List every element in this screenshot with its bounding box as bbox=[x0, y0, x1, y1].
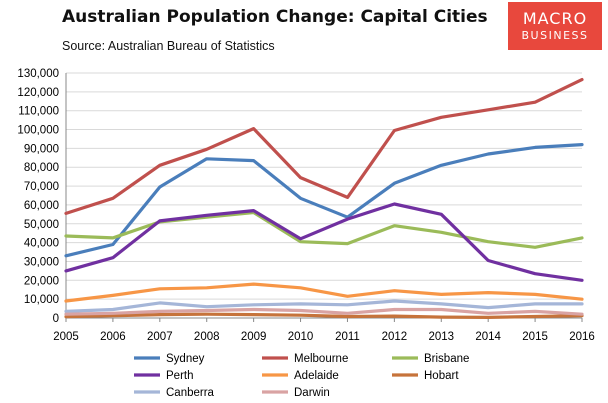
y-tick-label: 120,000 bbox=[17, 87, 59, 99]
chart-source: Source: Australian Bureau of Statistics bbox=[62, 39, 275, 53]
x-tick-label: 2016 bbox=[569, 331, 595, 343]
y-axis-labels: 0 10,000 20,000 30,000 40,000 50,000 60,000 70,… bbox=[17, 68, 59, 325]
y-tick-label: 30,000 bbox=[24, 256, 59, 268]
legend: Sydney Melbourne Brisbane Perth Adelaide Hoba… bbox=[134, 353, 469, 399]
legend-label-hobart: Hobart bbox=[424, 370, 459, 382]
x-tick-label: 2013 bbox=[428, 331, 454, 343]
y-tick-label: 50,000 bbox=[24, 219, 59, 231]
y-tick-label: 10,000 bbox=[24, 294, 59, 306]
series-line-sydney bbox=[64, 143, 584, 258]
legend-label-perth: Perth bbox=[166, 370, 194, 382]
y-tick-label: 90,000 bbox=[24, 143, 59, 155]
x-tick-label: 2008 bbox=[194, 331, 220, 343]
series-line-brisbane bbox=[64, 210, 584, 249]
series-line-perth bbox=[64, 202, 584, 282]
legend-label-melbourne: Melbourne bbox=[294, 353, 348, 365]
legend-label-sydney: Sydney bbox=[166, 353, 205, 365]
x-tick-label: 2015 bbox=[522, 331, 548, 343]
y-tick-label: 60,000 bbox=[24, 200, 59, 212]
y-tick-label: 0 bbox=[53, 313, 59, 325]
legend-label-canberra: Canberra bbox=[166, 387, 215, 399]
chart-title: Australian Population Change: Capital Ci… bbox=[62, 7, 488, 27]
x-tick-label: 2006 bbox=[100, 331, 126, 343]
y-tick-label: 70,000 bbox=[24, 181, 59, 193]
x-tick-label: 2007 bbox=[147, 331, 173, 343]
logo-line-1: MACRO bbox=[522, 9, 588, 28]
y-tick-label: 100,000 bbox=[17, 125, 59, 137]
legend-label-brisbane: Brisbane bbox=[424, 353, 469, 365]
x-tick-label: 2011 bbox=[335, 331, 360, 343]
x-tick-label: 2014 bbox=[475, 331, 501, 343]
x-tick-label: 2012 bbox=[382, 331, 408, 343]
series-lines bbox=[64, 77, 584, 319]
x-axis-labels: 2005 2006 2007 2008 2009 2010 2011 2012 2013 2014… bbox=[53, 331, 595, 343]
legend-label-darwin: Darwin bbox=[294, 387, 330, 399]
x-tick-label: 2005 bbox=[53, 331, 79, 343]
legend-label-adelaide: Adelaide bbox=[294, 370, 339, 382]
series-line-darwin bbox=[64, 307, 584, 316]
x-tick-label: 2009 bbox=[241, 331, 267, 343]
y-tick-label: 20,000 bbox=[24, 275, 59, 287]
x-tick-label: 2010 bbox=[288, 331, 314, 343]
series-line-melbourne bbox=[64, 77, 584, 215]
logo-line-2: BUSINESS bbox=[521, 29, 589, 42]
series-line-hobart bbox=[64, 312, 584, 319]
series-line-canberra bbox=[64, 299, 584, 313]
y-tick-label: 130,000 bbox=[17, 68, 59, 80]
y-tick-label: 80,000 bbox=[24, 162, 59, 174]
y-tick-label: 110,000 bbox=[18, 106, 59, 118]
macro-business-logo: MACRO BUSINESS bbox=[508, 2, 602, 50]
series-line-adelaide bbox=[64, 282, 584, 303]
y-tick-label: 40,000 bbox=[24, 238, 59, 250]
